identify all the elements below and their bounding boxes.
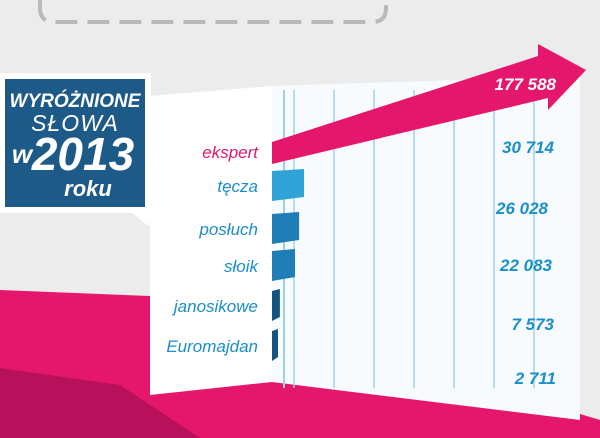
category-label: Euromajdan xyxy=(166,337,258,356)
badge-box xyxy=(5,79,145,207)
badge-year: 2013 xyxy=(31,128,135,180)
bar-janosikowe xyxy=(272,289,280,321)
grid-panel xyxy=(272,76,580,420)
category-label: ekspert xyxy=(202,143,259,162)
category-label: słoik xyxy=(224,257,260,276)
value-labels: 177 588 30 714 26 028 22 083 7 573 2 711 xyxy=(495,75,557,388)
value-label: 2 711 xyxy=(514,369,556,388)
category-label: tęcza xyxy=(217,177,258,196)
category-label: posłuch xyxy=(198,220,258,239)
label-panel xyxy=(150,86,272,395)
title-badge: WYRÓŻNIONE SŁOWA w 2013 roku xyxy=(0,73,160,226)
dashed-frame xyxy=(38,0,388,24)
bar-tęcza xyxy=(272,169,304,201)
value-label: 22 083 xyxy=(499,256,553,275)
badge-line1: WYRÓŻNIONE xyxy=(10,90,142,112)
value-label: 177 588 xyxy=(495,75,557,94)
badge-line2: SŁOWA xyxy=(31,110,119,136)
bars xyxy=(272,44,586,361)
value-label: 26 028 xyxy=(495,199,549,218)
badge-line3-prefix: w xyxy=(12,139,34,169)
bar-ekspert xyxy=(272,44,586,164)
category-label: janosikowe xyxy=(172,297,258,316)
bar-Euromajdan xyxy=(272,329,278,361)
value-label: 30 714 xyxy=(502,138,555,157)
value-label: 7 573 xyxy=(511,315,554,334)
bar-posłuch xyxy=(272,212,300,244)
floor-shadow xyxy=(0,368,200,438)
badge-line4: roku xyxy=(64,176,112,201)
category-labels: ekspert tęcza posłuch słoik janosikowe Euroma… xyxy=(166,143,259,356)
bar-słoik xyxy=(272,249,296,281)
